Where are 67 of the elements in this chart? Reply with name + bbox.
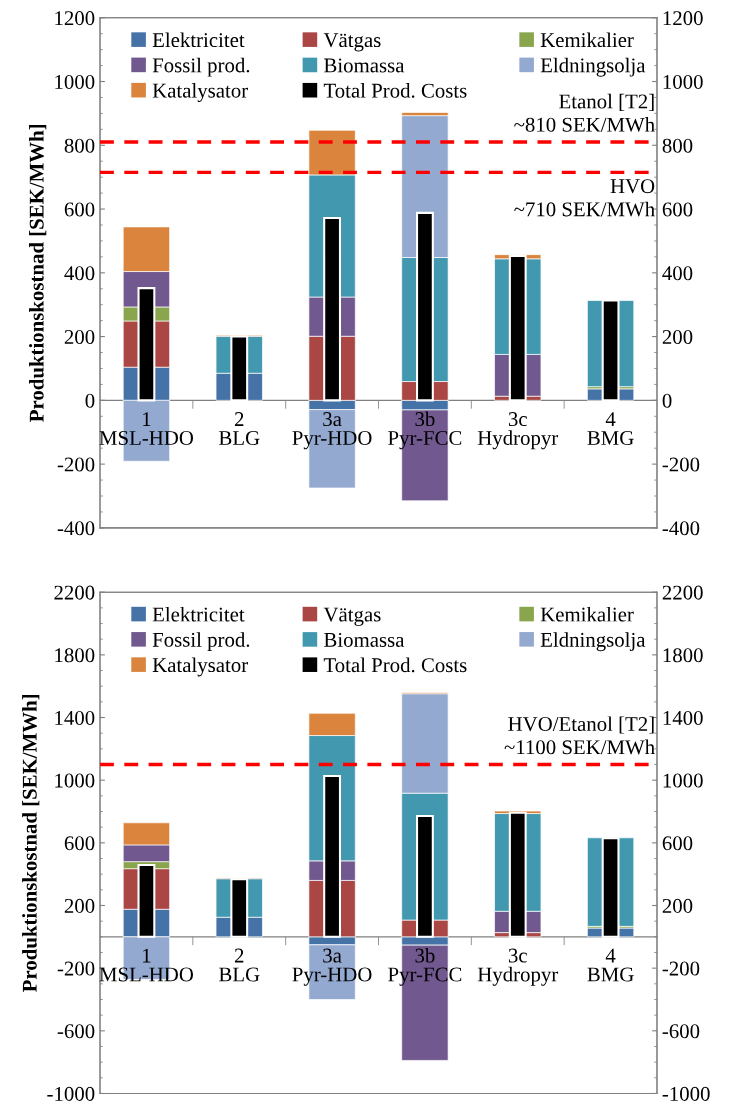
y-tick-label: -200	[57, 961, 95, 976]
y2-tick-label: 200	[662, 329, 693, 345]
y2-tick-label: -400	[662, 521, 700, 536]
y2-tick-label: -1000	[662, 1086, 710, 1101]
legend-label: Katalysator	[152, 82, 248, 102]
x-tick-label: 3c Hydropyr	[477, 412, 559, 450]
legend-label: Katalysator	[152, 657, 248, 677]
y-tick-label: -1000	[47, 1086, 95, 1101]
y-tick-label: 600	[64, 202, 95, 217]
y-tick-label: 800	[64, 138, 95, 153]
y2-tick-label: 1000	[663, 74, 703, 89]
y2-tick-label: 600	[662, 202, 693, 217]
legend-label: Eldningsolja	[540, 632, 646, 652]
x-tick-label: 4 BMG	[587, 412, 634, 446]
legend-label: Elektricitet	[152, 32, 245, 48]
y2-tick-label: -200	[662, 961, 700, 976]
legend-label: Vätgas	[323, 607, 381, 626]
y-tick-label: 200	[64, 329, 95, 345]
x-tick-label: 2 BLG	[219, 412, 260, 446]
y-tick-label: 1400	[55, 710, 95, 725]
legend-label: Total Prod. Costs	[323, 83, 467, 98]
x-tick-label: 4 BMG	[587, 948, 634, 982]
y2-tick-label: 2200	[662, 585, 703, 600]
ref-line-label: Etanol [T2] ~810 SEK/MWh	[514, 93, 655, 132]
y-tick-label: -200	[57, 457, 95, 472]
y2-tick-label: 800	[662, 138, 693, 153]
y-tick-label: 1200	[55, 11, 95, 26]
x-tick-label: 1 MSL-HDO	[99, 948, 194, 982]
y-tick-label: 200	[64, 898, 95, 913]
y2-tick-label: 200	[662, 898, 693, 913]
y2-tick-label: 1800	[663, 648, 703, 663]
y2-tick-label: 400	[662, 266, 693, 281]
y-tick-label: -600	[57, 1024, 95, 1039]
x-tick-label: 3a Pyr-HDO	[292, 948, 372, 986]
y2-tick-label: 1200	[663, 11, 703, 26]
legend-label: Kemikalier	[540, 32, 634, 48]
y2-tick-label: 0	[662, 393, 672, 408]
y-tick-label: 2200	[54, 585, 95, 600]
y-tick-label: 1000	[55, 74, 95, 89]
y2-tick-label: 1400	[663, 710, 703, 725]
legend-label: Vätgas	[323, 33, 381, 52]
legend-label: Total Prod. Costs	[323, 657, 467, 673]
x-tick-label: 3a Pyr-HDO	[292, 412, 372, 450]
y2-tick-label: -600	[662, 1024, 700, 1039]
legend-label: Fossil prod.	[152, 57, 250, 77]
y-tick-label: 0	[85, 393, 95, 408]
legend-label: Elektricitet	[152, 606, 245, 622]
y-tick-label: 600	[64, 836, 95, 851]
y-axis-title: Produktionskostnad [SEK/MWh]	[22, 694, 40, 992]
y2-tick-label: -200	[662, 457, 700, 472]
legend-label: Biomassa	[324, 632, 405, 647]
y-tick-label: 1000	[55, 773, 95, 788]
y-tick-label: -400	[57, 521, 95, 536]
y-axis-title: Produktionskostnad [SEK/MWh]	[29, 124, 47, 422]
legend-label: Biomassa	[324, 58, 405, 73]
y2-tick-label: 600	[662, 836, 693, 851]
y-tick-label: 1800	[55, 648, 95, 663]
x-tick-label: 2 BLG	[219, 948, 260, 982]
legend-label: Fossil prod.	[152, 632, 250, 652]
y2-tick-label: 1000	[663, 773, 703, 788]
legend-label: Eldningsolja	[540, 57, 646, 77]
y-tick-label: 400	[64, 266, 95, 281]
ref-line-label: HVO/Etanol [T2] ~1100 SEK/MWh	[504, 716, 655, 755]
x-tick-label: 3c Hydropyr	[477, 948, 559, 986]
x-tick-label: 1 MSL-HDO	[99, 412, 194, 446]
ref-line-label: HVO ~710 SEK/MWh	[514, 179, 655, 217]
legend-label: Kemikalier	[540, 606, 634, 622]
